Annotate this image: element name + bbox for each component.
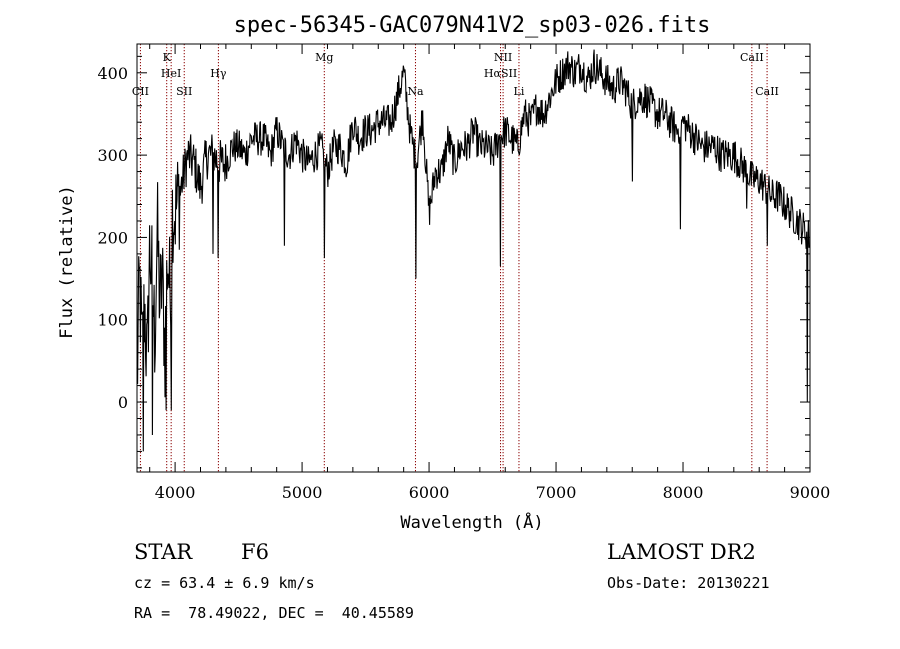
chart-title: spec-56345-GAC079N41V2_sp03-026.fits (234, 13, 711, 38)
y-tick-label: 400 (97, 64, 128, 83)
x-tick-label: 4000 (155, 483, 196, 502)
spectral-line-label: SII (176, 85, 192, 98)
x-tick-label: 9000 (790, 483, 831, 502)
spectral-line-label: CaII (740, 51, 764, 64)
spectral-line-label: NII (494, 51, 512, 64)
spectral-line-labels: CII K HeI SII Hγ Mg Na NII HαSII Li CaII CaII (132, 51, 779, 98)
spectral-line-label: Hγ (210, 67, 227, 80)
spectral-line-label: CII (132, 85, 149, 98)
observation-date: Obs-Date: 20130221 (607, 574, 770, 592)
sky-coordinates: RA = 78.49022, DEC = 40.45589 (134, 604, 414, 622)
spectral-line-label: Li (514, 85, 525, 98)
plot-frame (136, 43, 811, 473)
object-class: STAR (134, 540, 193, 564)
x-tick-label: 6000 (409, 483, 450, 502)
spectral-line-label: CaII (755, 85, 779, 98)
spectral-line-label: Mg (315, 51, 333, 64)
y-axis-label: Flux (relative) (57, 185, 77, 339)
spectral-line-label: HαSII (484, 67, 517, 80)
spectral-line-label: Na (407, 85, 424, 98)
x-tick-label: 8000 (663, 483, 704, 502)
redshift-velocity: cz = 63.4 ± 6.9 km/s (134, 574, 315, 592)
plot-area (136, 44, 811, 472)
y-tick-label: 300 (97, 146, 128, 165)
spectral-line-label: K (163, 51, 172, 64)
axis-ticks: 4000 5000 6000 7000 8000 9000 0 100 200 300 400 (97, 44, 830, 502)
object-subclass: F6 (241, 540, 269, 564)
spectrum-series-line (136, 49, 811, 452)
survey-name: LAMOST DR2 (607, 540, 756, 564)
y-tick-label: 100 (97, 311, 128, 330)
y-tick-label: 0 (118, 393, 128, 412)
y-tick-label: 200 (97, 228, 128, 247)
spectral-line-label: HeI (161, 67, 181, 80)
x-axis-label: Wavelength (Å) (400, 511, 543, 533)
x-tick-label: 7000 (536, 483, 577, 502)
x-tick-label: 5000 (282, 483, 323, 502)
